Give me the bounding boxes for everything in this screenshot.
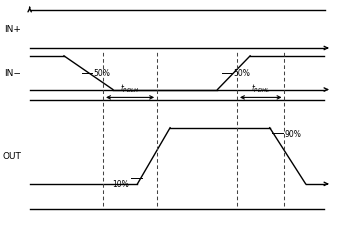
Text: 90%: 90% xyxy=(285,129,302,138)
Text: 50%: 50% xyxy=(234,69,251,78)
Text: IN−: IN− xyxy=(5,69,21,78)
Text: $t_{PDHL}$: $t_{PDHL}$ xyxy=(251,82,270,94)
Text: 10%: 10% xyxy=(113,180,129,189)
Text: OUT: OUT xyxy=(3,152,21,161)
Text: $t_{PDLH}$: $t_{PDLH}$ xyxy=(120,82,140,94)
Text: IN+: IN+ xyxy=(5,25,21,34)
Text: 50%: 50% xyxy=(93,69,110,78)
